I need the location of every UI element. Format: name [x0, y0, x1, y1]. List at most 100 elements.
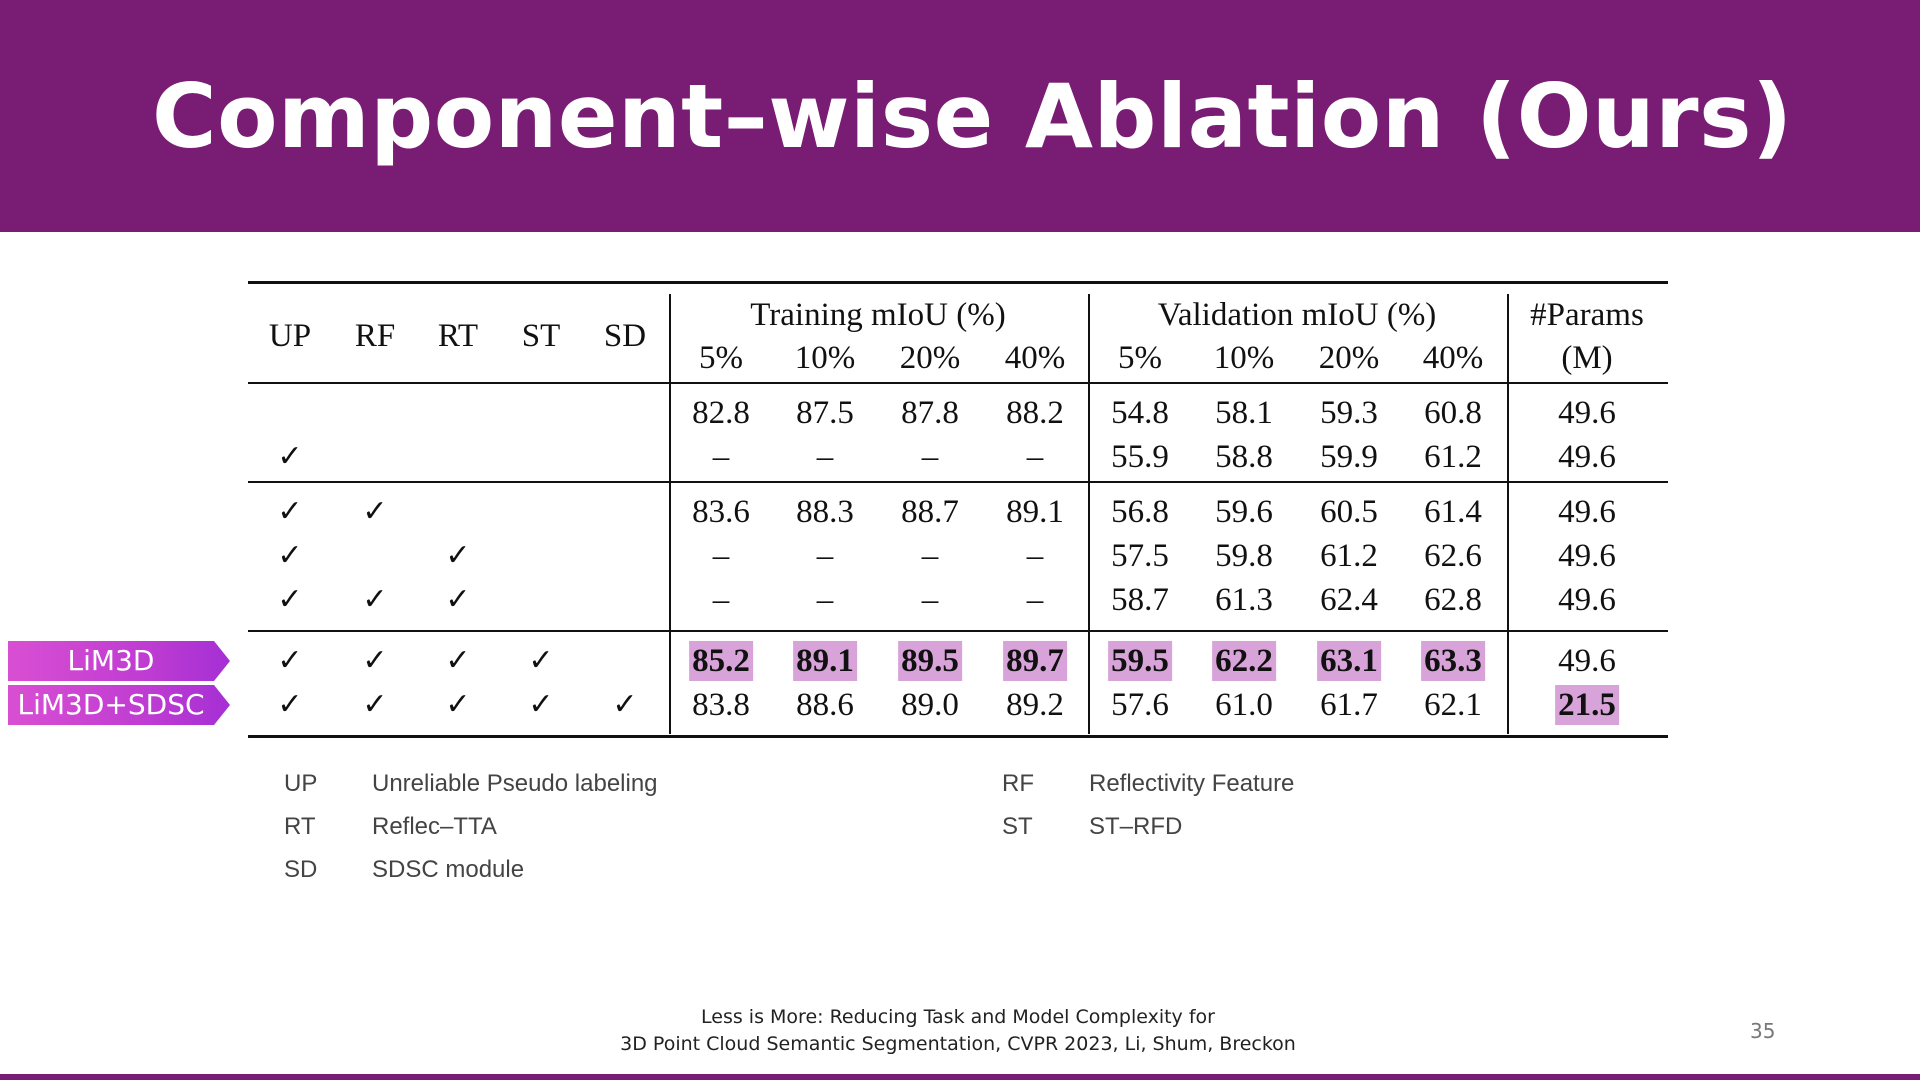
params-cell: 49.6 — [1558, 538, 1616, 574]
training-miou-cell: 89.2 — [1006, 687, 1064, 723]
training-miou-cell: – — [816, 538, 834, 574]
legend-text-sd: SDSC module — [372, 856, 525, 883]
check-mark-rt: ✓ — [445, 582, 471, 617]
validation-miou-cell: 61.2 — [1320, 538, 1378, 574]
legend-text-up: Unreliable Pseudo labeling — [372, 770, 658, 797]
validation-miou-cell: 60.8 — [1424, 395, 1482, 431]
validation-miou-cell: 61.3 — [1215, 582, 1273, 618]
header-st: ST — [521, 318, 561, 354]
check-mark-rf: ✓ — [362, 687, 388, 722]
slide-title: Component–wise Ablation (Ours) — [152, 65, 1793, 168]
header-params-unit: (M) — [1561, 340, 1613, 376]
header-training-group: Training mIoU (%) — [750, 297, 1006, 333]
check-mark-up: ✓ — [277, 687, 303, 722]
vrule-validation — [1507, 294, 1509, 734]
validation-miou-cell: 55.9 — [1111, 439, 1169, 475]
table-top-rule — [248, 281, 1668, 284]
legend-abbr-rt: RT — [284, 813, 316, 840]
training-miou-cell: 83.6 — [692, 494, 750, 530]
training-miou-cell: – — [921, 582, 939, 618]
header-up: UP — [268, 318, 312, 354]
validation-miou-cell: 58.1 — [1215, 395, 1273, 431]
training-miou-cell: – — [1026, 582, 1044, 618]
params-cell: 49.6 — [1558, 395, 1616, 431]
training-miou-cell: – — [1026, 439, 1044, 475]
training-miou-cell: – — [921, 538, 939, 574]
group-rule-2 — [248, 630, 1668, 632]
check-mark-sd: ✓ — [612, 687, 638, 722]
header-val-40: 40% — [1422, 340, 1484, 376]
validation-miou-cell: 57.6 — [1111, 687, 1169, 723]
vrule-training — [1088, 294, 1090, 734]
training-miou-cell: 89.1 — [793, 641, 857, 681]
check-mark-st: ✓ — [528, 687, 554, 722]
training-miou-cell: 88.7 — [901, 494, 959, 530]
training-miou-cell: 89.0 — [901, 687, 959, 723]
training-miou-cell: – — [1026, 538, 1044, 574]
training-miou-cell: – — [816, 582, 834, 618]
training-miou-cell: – — [712, 439, 730, 475]
training-miou-cell: 89.7 — [1003, 641, 1067, 681]
validation-miou-cell: 58.7 — [1111, 582, 1169, 618]
header-val-10: 10% — [1213, 340, 1275, 376]
validation-miou-cell: 62.8 — [1424, 582, 1482, 618]
legend-text-rt: Reflec–TTA — [372, 813, 497, 840]
training-miou-cell: – — [712, 538, 730, 574]
header-train-20: 20% — [899, 340, 961, 376]
validation-miou-cell: 62.6 — [1424, 538, 1482, 574]
legend-abbr-rf: RF — [1002, 770, 1034, 797]
legend-abbr-sd: SD — [284, 856, 318, 883]
training-miou-cell: 89.5 — [898, 641, 962, 681]
header-rt: RT — [437, 318, 479, 354]
check-mark-rf: ✓ — [362, 582, 388, 617]
params-cell: 21.5 — [1555, 685, 1619, 725]
training-miou-cell: 88.6 — [796, 687, 854, 723]
legend-text-rf: Reflectivity Feature — [1089, 770, 1295, 797]
citation-line-2: 3D Point Cloud Semantic Segmentation, CV… — [620, 1033, 1296, 1055]
validation-miou-cell: 59.8 — [1215, 538, 1273, 574]
validation-miou-cell: 61.4 — [1424, 494, 1482, 530]
method-tag-lim3d-sdsc: LiM3D+SDSC — [8, 685, 230, 725]
check-mark-up: ✓ — [277, 494, 303, 529]
validation-miou-cell: 60.5 — [1320, 494, 1378, 530]
header-val-20: 20% — [1318, 340, 1380, 376]
training-miou-cell: 88.3 — [796, 494, 854, 530]
title-banner — [0, 0, 1920, 232]
check-mark-rf: ✓ — [362, 494, 388, 529]
vrule-components — [669, 294, 671, 734]
legend-abbr-st: ST — [1002, 813, 1033, 840]
validation-miou-cell: 59.3 — [1320, 395, 1378, 431]
check-mark-rf: ✓ — [362, 643, 388, 678]
check-mark-rt: ✓ — [445, 687, 471, 722]
params-cell: 49.6 — [1558, 643, 1616, 679]
training-miou-cell: 87.8 — [901, 395, 959, 431]
legend-text-st: ST–RFD — [1089, 813, 1183, 840]
header-validation-group: Validation mIoU (%) — [1157, 297, 1437, 333]
params-cell: 49.6 — [1558, 439, 1616, 475]
legend-abbr-up: UP — [284, 770, 318, 797]
check-mark-rt: ✓ — [445, 538, 471, 573]
validation-miou-cell: 61.7 — [1320, 687, 1378, 723]
table-bottom-rule — [248, 735, 1668, 738]
params-cell: 49.6 — [1558, 494, 1616, 530]
check-mark-st: ✓ — [528, 643, 554, 678]
check-mark-up: ✓ — [277, 439, 303, 474]
header-rf: RF — [354, 318, 396, 354]
validation-miou-cell: 59.6 — [1215, 494, 1273, 530]
validation-miou-cell: 61.2 — [1424, 439, 1482, 475]
validation-miou-cell: 58.8 — [1215, 439, 1273, 475]
header-sd: SD — [603, 318, 647, 354]
training-miou-cell: 88.2 — [1006, 395, 1064, 431]
check-mark-up: ✓ — [277, 582, 303, 617]
header-train-5: 5% — [699, 340, 743, 376]
page-number: 35 — [1750, 1019, 1776, 1043]
group-rule-1 — [248, 481, 1668, 483]
training-miou-cell: 89.1 — [1006, 494, 1064, 530]
validation-miou-cell: 62.2 — [1212, 641, 1276, 681]
validation-miou-cell: 62.4 — [1320, 582, 1378, 618]
header-train-40: 40% — [1004, 340, 1066, 376]
header-rule — [248, 382, 1668, 384]
training-miou-cell: – — [712, 582, 730, 618]
training-miou-cell: 82.8 — [692, 395, 750, 431]
